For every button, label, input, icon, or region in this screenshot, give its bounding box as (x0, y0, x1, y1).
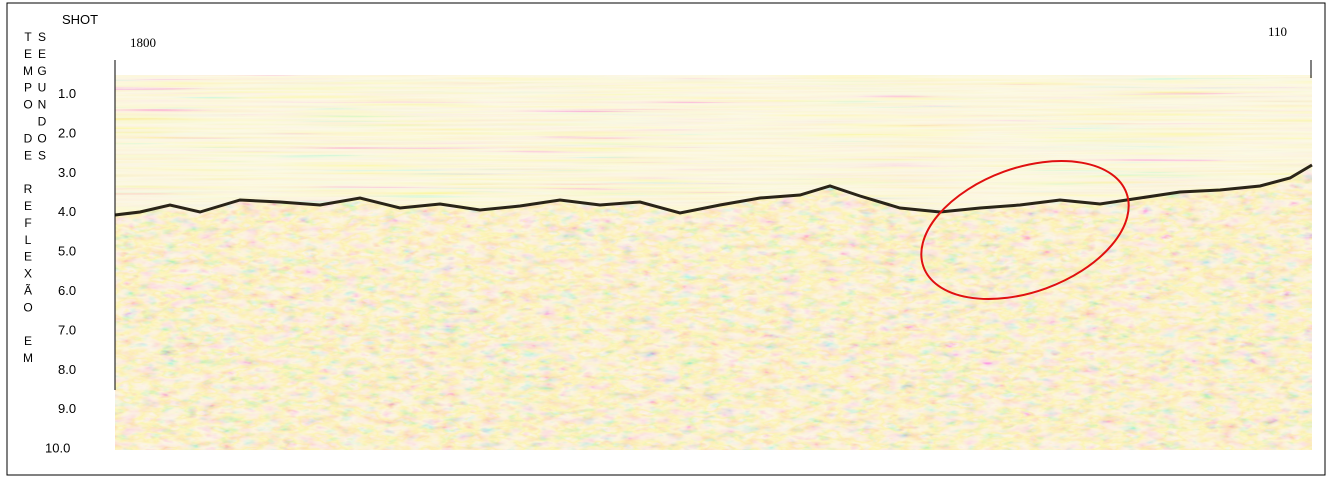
shot-start: 1800 (130, 35, 156, 50)
y-tick-label: 9.0 (58, 401, 76, 416)
shot-end: 110 (1268, 24, 1287, 39)
shot-label: SHOT (62, 12, 98, 27)
y-tick-label: 5.0 (58, 244, 76, 259)
y-ticks: 1.02.03.04.05.06.07.08.09.010.0 (45, 86, 76, 456)
y-axis-label: TEMPO DE REFLEXÃO EM SEGUNDOS (21, 30, 49, 479)
page: SHOT 1800 110 1.0 2.0 3.0 4.0 5.0 6.0 7.0 8.0 9.… (0, 0, 1331, 479)
y-tick-label: 7.0 (58, 322, 76, 337)
y-tick-label: 3.0 (58, 165, 76, 180)
y-tick-label: 8.0 (58, 362, 76, 377)
y-tick-label: 4.0 (58, 204, 76, 219)
figure: SHOT 1800 110 1.0 2.0 3.0 4.0 5.0 6.0 7.0 8.0 9.… (0, 0, 1331, 479)
y-tick-label: 1.0 (58, 86, 76, 101)
y-tick-label: 2.0 (58, 125, 76, 140)
y-tick-label: 6.0 (58, 283, 76, 298)
